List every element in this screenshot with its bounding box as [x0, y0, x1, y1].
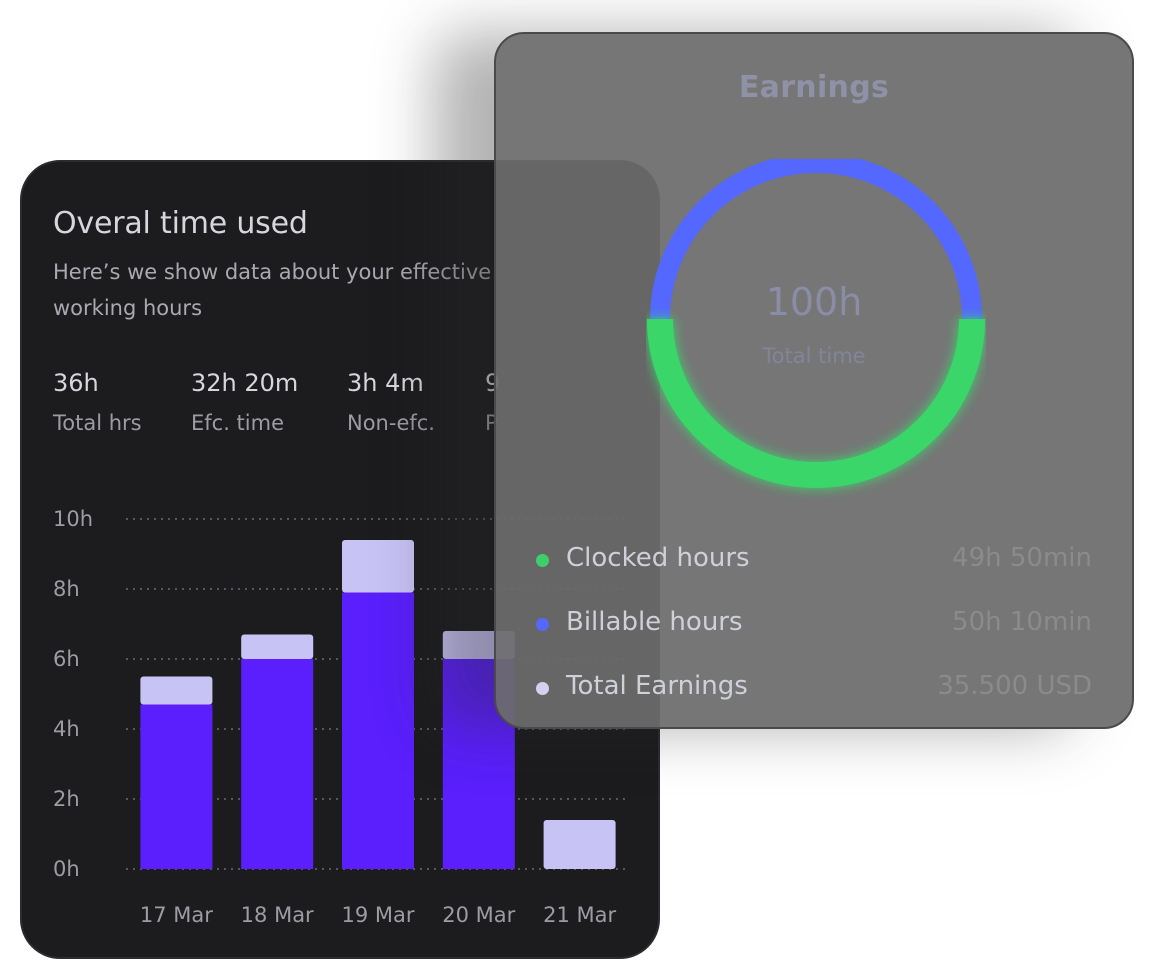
legend-total-earnings: Total Earnings 35.500 USD [536, 668, 1092, 708]
y-tick-label: 10h [53, 507, 93, 531]
clocked-arc [647, 318, 985, 488]
stat-value: 3h 4m [347, 369, 424, 397]
y-tick-label: 4h [53, 717, 80, 741]
x-tick-label: 19 Mar [341, 903, 414, 927]
legend-label: Clocked hours [566, 543, 750, 573]
stat-non-efc: 3h 4m Non-efc. [347, 368, 435, 438]
legend-value: 50h 10min [952, 607, 1092, 637]
earnings-dot-icon [536, 682, 549, 695]
stat-label: Total hrs [53, 411, 142, 435]
card-title: Overal time used [53, 206, 308, 241]
total-time-donut [647, 159, 985, 488]
earnings-title: Earnings [738, 70, 890, 105]
y-tick-label: 8h [53, 577, 80, 601]
bar-segment [241, 659, 314, 869]
y-tick-label: 0h [53, 857, 80, 881]
legend-value: 35.500 USD [937, 671, 1092, 701]
clocked-dot-icon [536, 554, 549, 567]
x-tick-label: 21 Mar [543, 903, 616, 927]
bar-segment [342, 540, 414, 593]
x-tick-label: 20 Mar [442, 903, 515, 927]
billable-arc [650, 159, 982, 320]
earnings-card: Earnings 100h Total time Clocked hours 4… [494, 32, 1134, 729]
bar-segment [140, 676, 213, 705]
stat-label: Non-efc. [347, 411, 435, 435]
bar-segment [140, 704, 213, 869]
stat-value: 32h 20m [191, 369, 299, 397]
stat-value: 36h [53, 369, 99, 397]
x-tick-label: 17 Mar [140, 903, 213, 927]
stat-label: Efc. time [191, 411, 285, 435]
y-tick-label: 6h [53, 647, 80, 671]
legend-value: 49h 50min [952, 543, 1092, 573]
legend-billable-hours: Billable hours 50h 10min [536, 604, 1092, 644]
stat-efc-time: 32h 20m Efc. time [191, 368, 298, 438]
legend-label: Billable hours [566, 607, 743, 637]
card-subtitle: Here’s we show data about your effective… [53, 260, 492, 320]
total-time-label: Total time [762, 344, 866, 368]
total-time-value: 100h [765, 280, 863, 324]
legend-clocked-hours: Clocked hours 49h 50min [536, 540, 1092, 580]
legend-label: Total Earnings [566, 671, 748, 701]
stat-total-hrs: 36h Total hrs [53, 368, 142, 438]
x-tick-label: 18 Mar [241, 903, 314, 927]
billable-dot-icon [536, 618, 549, 631]
y-tick-label: 2h [53, 787, 80, 811]
bar-segment [342, 592, 414, 869]
bar-segment [543, 820, 616, 869]
bar-segment [241, 634, 314, 659]
